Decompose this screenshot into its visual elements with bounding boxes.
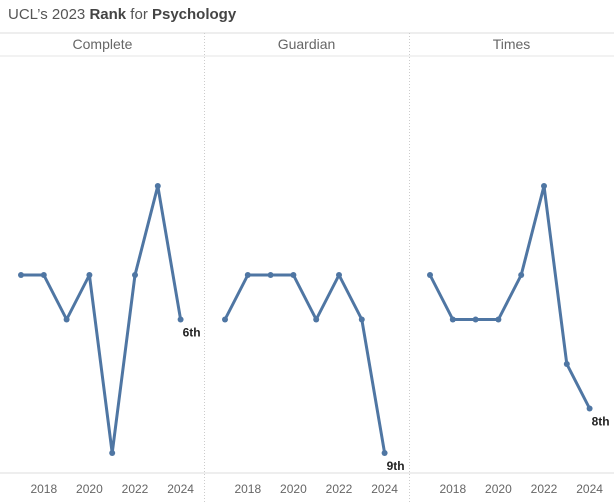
data-point bbox=[381, 450, 388, 456]
data-point bbox=[358, 316, 365, 323]
data-point bbox=[222, 316, 228, 323]
data-point bbox=[563, 361, 570, 367]
data-point bbox=[336, 272, 342, 278]
title-bold-subject: Psychology bbox=[151, 6, 237, 23]
data-point bbox=[132, 272, 138, 278]
data-point bbox=[427, 272, 433, 278]
title-middle: for bbox=[126, 6, 152, 23]
panel-complete: Complete 2018 2020 2022 2024 6th bbox=[18, 36, 201, 496]
data-point bbox=[449, 316, 456, 323]
data-point bbox=[495, 316, 502, 323]
x-tick-label: 2018 bbox=[234, 482, 261, 496]
x-tick-label: 2018 bbox=[439, 482, 466, 496]
series-line-guardian bbox=[223, 273, 387, 455]
x-tick-label: 2024 bbox=[371, 482, 398, 496]
data-point bbox=[313, 316, 320, 323]
chart-title: UCL’s 2023 Rank for Psychology bbox=[8, 6, 236, 23]
data-point bbox=[154, 183, 161, 189]
series-line-times bbox=[428, 184, 592, 410]
data-point bbox=[40, 272, 47, 278]
data-point bbox=[63, 316, 70, 323]
data-point bbox=[290, 272, 297, 278]
panel-guardian: Guardian 2018 2020 2022 2024 9th bbox=[222, 36, 405, 496]
data-point bbox=[541, 183, 547, 189]
data-point bbox=[109, 450, 116, 456]
x-tick-label: 2020 bbox=[280, 482, 307, 496]
end-rank-label: 6th bbox=[183, 326, 201, 340]
data-point bbox=[177, 316, 184, 323]
data-point bbox=[244, 272, 251, 278]
x-tick-label: 2020 bbox=[485, 482, 512, 496]
data-point bbox=[86, 272, 93, 278]
data-point bbox=[18, 272, 24, 278]
x-tick-label: 2024 bbox=[167, 482, 194, 496]
panel-times: Times 2018 2020 2022 2024 8th bbox=[427, 36, 610, 496]
panel-title-times: Times bbox=[493, 36, 531, 52]
end-rank-label: 8th bbox=[592, 415, 610, 429]
x-tick-label: 2020 bbox=[76, 482, 103, 496]
title-bold-rank: Rank bbox=[89, 6, 127, 23]
panel-title-guardian: Guardian bbox=[278, 36, 336, 52]
end-rank-label: 9th bbox=[387, 459, 405, 473]
data-point bbox=[586, 405, 593, 412]
data-point bbox=[518, 272, 525, 278]
x-tick-label: 2022 bbox=[326, 482, 353, 496]
x-tick-label: 2018 bbox=[30, 482, 57, 496]
data-point bbox=[267, 272, 274, 278]
panel-title-complete: Complete bbox=[73, 36, 133, 52]
title-prefix: UCL’s 2023 bbox=[8, 6, 90, 23]
x-tick-label: 2022 bbox=[122, 482, 149, 496]
x-tick-label: 2024 bbox=[576, 482, 603, 496]
data-point bbox=[472, 316, 479, 323]
x-tick-label: 2022 bbox=[531, 482, 558, 496]
series-line-complete bbox=[19, 184, 183, 455]
